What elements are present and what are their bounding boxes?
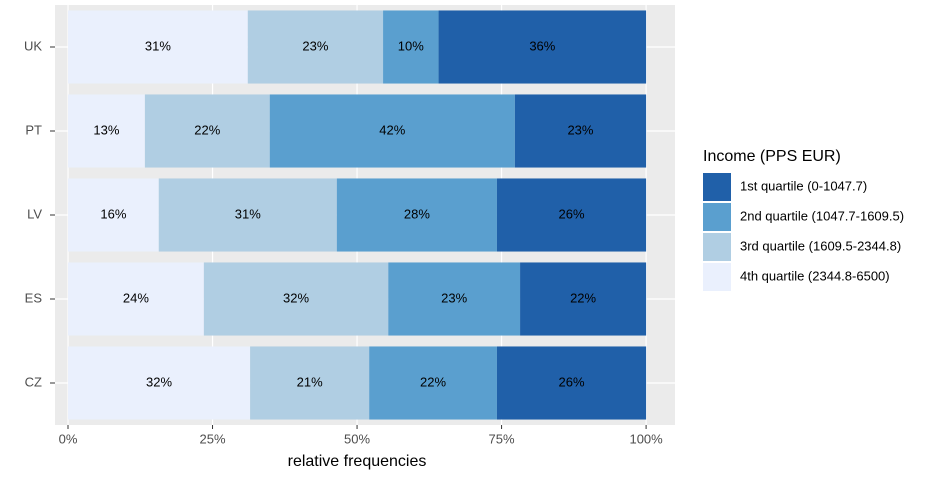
bar-segment — [383, 10, 439, 84]
legend-key — [703, 173, 731, 201]
x-axis-title: relative frequencies — [288, 453, 427, 470]
data-label: 26% — [559, 374, 585, 389]
bar-segment — [496, 178, 647, 252]
bar-segment — [388, 262, 521, 336]
bar-segment — [520, 262, 647, 336]
y-tick-label: LV — [27, 206, 42, 221]
y-tick-label: UK — [24, 38, 42, 53]
bar-segment — [247, 10, 384, 84]
data-label: 22% — [570, 290, 596, 305]
data-label: 26% — [559, 206, 585, 221]
data-label: 42% — [379, 122, 405, 137]
data-label: 16% — [100, 206, 126, 221]
bar-segment — [203, 262, 389, 336]
data-label: 24% — [123, 290, 149, 305]
data-label: 22% — [194, 122, 220, 137]
bar-segment — [144, 94, 270, 168]
y-tick-label: CZ — [25, 374, 42, 389]
y-tick-label: ES — [25, 290, 43, 305]
bar-segment — [68, 262, 204, 336]
data-label: 21% — [297, 374, 323, 389]
legend-key — [703, 263, 731, 291]
x-tick-label: 0% — [59, 431, 78, 446]
y-tick-label: PT — [25, 122, 42, 137]
bar-segment — [369, 346, 497, 420]
x-tick-label: 50% — [344, 431, 370, 446]
data-label: 22% — [420, 374, 446, 389]
bar-segment — [68, 94, 145, 168]
bar-segment — [514, 94, 647, 168]
data-label: 32% — [283, 290, 309, 305]
x-tick-label: 100% — [629, 431, 663, 446]
data-label: 31% — [145, 38, 171, 53]
bar-segment — [250, 346, 370, 420]
legend-title: Income (PPS EUR) — [703, 148, 841, 165]
bar-segment — [496, 346, 647, 420]
data-label: 28% — [404, 206, 430, 221]
data-label: 23% — [567, 122, 593, 137]
x-tick-label: 25% — [200, 431, 226, 446]
data-label: 32% — [146, 374, 172, 389]
bar-segment — [336, 178, 497, 252]
bar-segment — [158, 178, 337, 252]
data-label: 31% — [235, 206, 261, 221]
legend-label: 3rd quartile (1609.5-2344.8) — [740, 238, 901, 253]
bar-segment — [269, 94, 515, 168]
data-label: 13% — [93, 122, 119, 137]
legend-label: 2nd quartile (1047.7-1609.5) — [740, 208, 904, 223]
legend-key — [703, 203, 731, 231]
data-label: 36% — [529, 38, 555, 53]
legend-key — [703, 233, 731, 261]
data-label: 23% — [302, 38, 328, 53]
bar-segment — [68, 10, 248, 84]
data-label: 10% — [398, 38, 424, 53]
bar-segment — [68, 346, 251, 420]
legend-label: 1st quartile (0-1047.7) — [740, 178, 867, 193]
legend-label: 4th quartile (2344.8-6500) — [740, 268, 890, 283]
x-tick-label: 75% — [489, 431, 515, 446]
data-label: 23% — [441, 290, 467, 305]
bar-segment — [68, 178, 159, 252]
bar-segment — [438, 10, 647, 84]
